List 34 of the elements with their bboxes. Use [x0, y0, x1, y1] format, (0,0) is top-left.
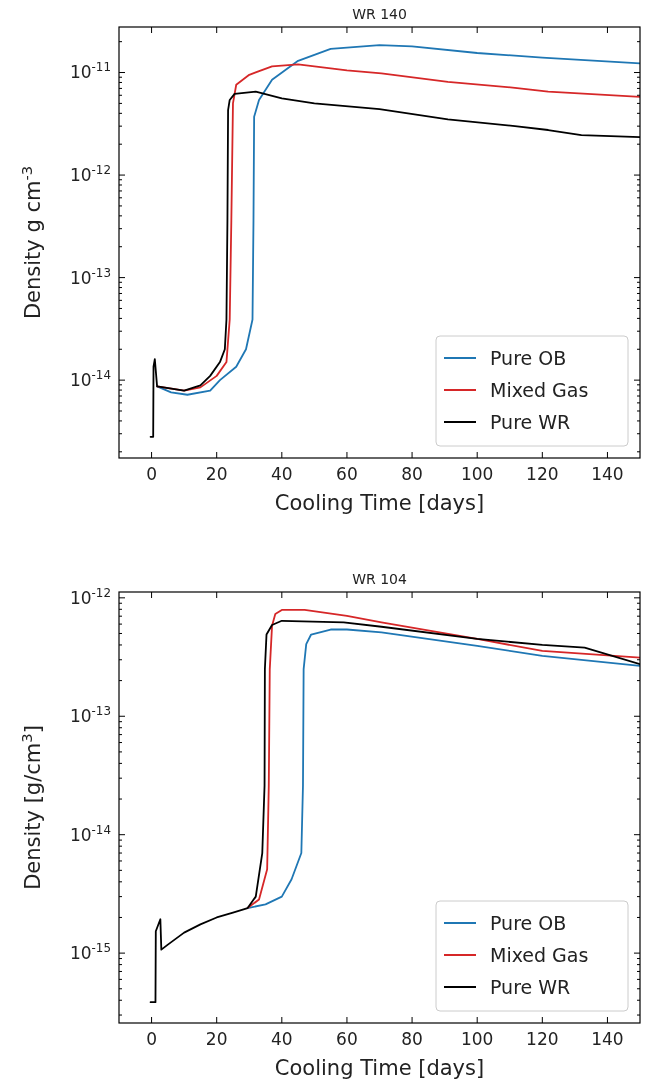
x-tick-label: 100 — [460, 464, 494, 484]
x-tick-label: 40 — [270, 464, 293, 484]
legend-label: Pure WR — [490, 410, 571, 433]
x-tick-label: 20 — [205, 464, 228, 484]
y-tick-label: 10$^{-14}$ — [69, 822, 111, 845]
y-tick-label: 10$^{-11}$ — [69, 60, 111, 83]
x-tick-label: 140 — [591, 464, 624, 484]
x-tick-label: 80 — [401, 1029, 423, 1049]
x-tick-label: 120 — [526, 464, 559, 484]
x-tick-label: 20 — [205, 1029, 228, 1049]
x-tick-label: 120 — [526, 1029, 559, 1049]
legend-label: Pure WR — [490, 975, 571, 998]
y-tick-label: 10$^{-12}$ — [69, 163, 111, 186]
x-axis-title: Cooling Time [days] — [274, 491, 485, 515]
x-tick-label: 80 — [401, 464, 423, 484]
x-tick-label: 60 — [336, 1029, 358, 1049]
legend-label: Pure OB — [490, 346, 567, 369]
chart-title: WR 104 — [352, 571, 407, 587]
y-tick-label: 10$^{-14}$ — [69, 368, 111, 391]
y-tick-label: 10$^{-15}$ — [69, 941, 111, 964]
legend-label: Mixed Gas — [490, 378, 589, 401]
x-tick-label: 100 — [460, 1029, 494, 1049]
x-tick-label: 0 — [146, 464, 157, 484]
y-tick-label: 10$^{-13}$ — [69, 704, 111, 727]
legend-label: Pure OB — [490, 911, 567, 934]
x-tick-label: 0 — [146, 1029, 157, 1049]
legend-label: Mixed Gas — [490, 943, 589, 966]
x-axis-title: Cooling Time [days] — [274, 1056, 485, 1080]
y-tick-label: 10$^{-12}$ — [69, 585, 111, 608]
chart-title: WR 140 — [352, 6, 407, 22]
x-tick-label: 60 — [336, 464, 358, 484]
x-tick-label: 140 — [591, 1029, 624, 1049]
y-tick-label: 10$^{-13}$ — [69, 265, 111, 288]
x-tick-label: 40 — [270, 1029, 293, 1049]
